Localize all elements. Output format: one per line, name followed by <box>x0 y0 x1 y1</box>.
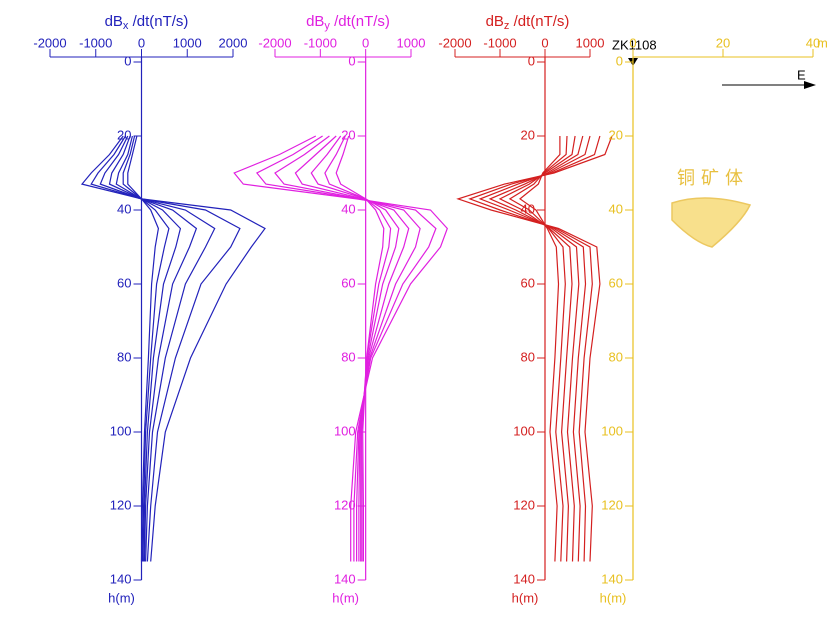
x-tick-label: 20 <box>716 35 730 50</box>
y-tick-label: 140 <box>110 571 132 586</box>
x-tick-label: -1000 <box>483 35 516 50</box>
label-rest: /dt(nT/s) <box>128 13 188 30</box>
y-tick-label: 120 <box>110 497 132 512</box>
y-tick-label: 20 <box>609 127 623 142</box>
x-tick-label: 0 <box>629 35 636 50</box>
label-rest: /dt(nT/s) <box>509 13 569 30</box>
profile-line <box>488 135 584 562</box>
profile-line <box>108 135 198 562</box>
profile-line <box>310 135 400 562</box>
y-tick-label: 80 <box>117 349 131 364</box>
label-sub: y <box>324 20 330 32</box>
y-tick-label: 140 <box>334 571 356 586</box>
x-tick-label: 1000 <box>397 35 426 50</box>
direction-label: E <box>797 67 806 82</box>
y-tick-label: 0 <box>528 53 535 68</box>
x-tick-label: 2000 <box>219 35 248 50</box>
x-axis-label: dBy /dt(nT/s) <box>306 13 390 32</box>
profile-line <box>498 135 576 562</box>
x-tick-label: -2000 <box>438 35 471 50</box>
label-base: dB <box>486 13 504 30</box>
x-tick-label: 0 <box>541 35 548 50</box>
profile-line <box>324 135 392 562</box>
y-tick-label: 140 <box>601 571 623 586</box>
x-axis-label: dBx /dt(nT/s) <box>105 13 189 32</box>
y-tick-label: 0 <box>348 53 355 68</box>
y-tick-label: 60 <box>341 275 355 290</box>
profile-line <box>335 135 385 562</box>
label-sub: z <box>504 20 510 32</box>
borehole-label: ZK1108 <box>612 37 657 52</box>
y-tick-label: 40 <box>117 201 131 216</box>
y-tick-label: 100 <box>601 423 623 438</box>
y-axis-label: h(m) <box>108 590 135 605</box>
arrow-head <box>804 81 816 89</box>
y-tick-label: 80 <box>341 349 355 364</box>
y-tick-label: 100 <box>110 423 132 438</box>
profile-line <box>456 135 613 562</box>
orebody-label: 铜矿体 <box>677 168 749 188</box>
x-tick-label: 0 <box>138 35 145 50</box>
y-tick-label: 0 <box>124 53 131 68</box>
y-tick-label: 120 <box>513 497 535 512</box>
y-tick-label: 0 <box>616 53 623 68</box>
profile-line <box>294 135 410 562</box>
x-unit: m <box>817 35 828 50</box>
y-tick-label: 40 <box>341 201 355 216</box>
label-base: dB <box>105 13 123 30</box>
y-tick-label: 60 <box>117 275 131 290</box>
profile-line <box>90 135 241 562</box>
profile-line <box>274 135 421 562</box>
ore-body <box>671 197 752 248</box>
label-sub: x <box>123 20 129 32</box>
y-tick-label: 120 <box>601 497 623 512</box>
y-tick-label: 80 <box>609 349 623 364</box>
y-axis-label: h(m) <box>600 590 627 605</box>
x-tick-label: 40 <box>806 35 820 50</box>
y-tick-label: 100 <box>334 423 356 438</box>
profile-line <box>519 136 561 562</box>
profile-line <box>115 135 182 562</box>
profile-line <box>80 135 266 562</box>
y-tick-label: 20 <box>521 127 535 142</box>
y-tick-label: 140 <box>513 571 535 586</box>
profile-line <box>99 135 216 562</box>
y-tick-label: 80 <box>521 349 535 364</box>
x-tick-label: -2000 <box>258 35 291 50</box>
y-tick-label: 20 <box>341 127 355 142</box>
y-tick-label: 120 <box>334 497 356 512</box>
y-tick-label: 60 <box>609 275 623 290</box>
x-tick-label: -1000 <box>304 35 337 50</box>
x-tick-label: 1000 <box>576 35 605 50</box>
y-tick-label: 20 <box>117 127 131 142</box>
x-tick-label: 1000 <box>173 35 202 50</box>
profile-line <box>127 135 160 562</box>
y-axis-label: h(m) <box>512 590 539 605</box>
y-tick-label: 60 <box>521 275 535 290</box>
label-base: dB <box>306 13 324 30</box>
y-axis-label: h(m) <box>332 590 359 605</box>
profile-line <box>122 135 170 562</box>
x-tick-label: -2000 <box>33 35 66 50</box>
profile-line <box>478 135 591 562</box>
profile-line <box>233 135 448 562</box>
y-tick-label: 100 <box>513 423 535 438</box>
x-tick-label: 0 <box>362 35 369 50</box>
y-tick-label: 40 <box>609 201 623 216</box>
label-rest: /dt(nT/s) <box>330 13 390 30</box>
profile-line <box>468 135 601 562</box>
x-axis-label: dBz /dt(nT/s) <box>486 13 570 32</box>
x-tick-label: -1000 <box>79 35 112 50</box>
profile-line <box>255 135 437 562</box>
